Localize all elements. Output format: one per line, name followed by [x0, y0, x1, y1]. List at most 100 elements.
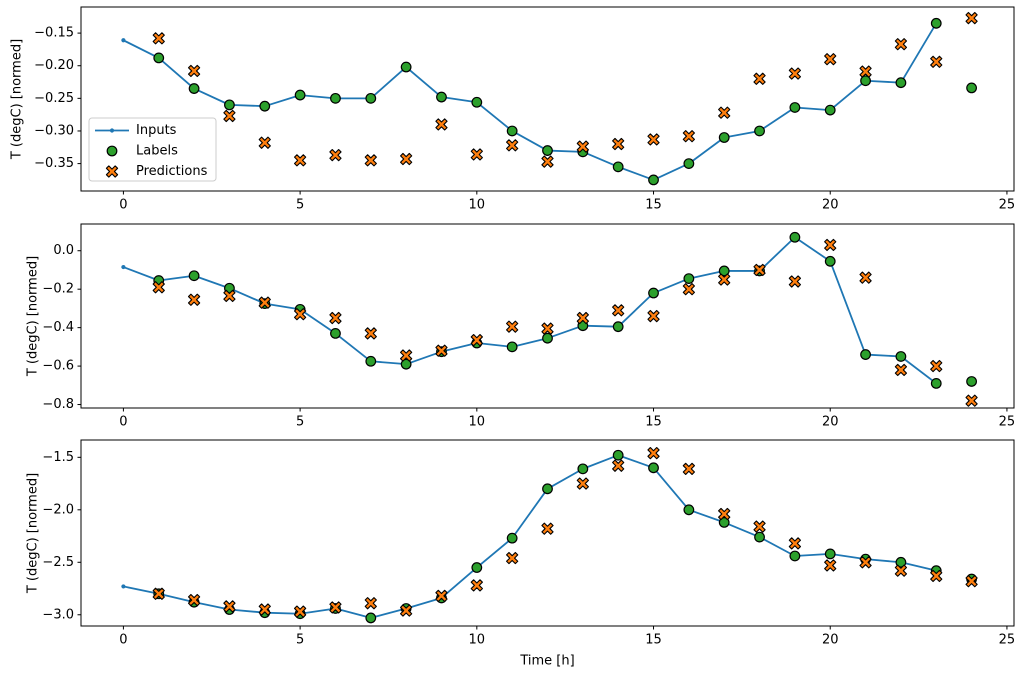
x-tick-label: 5	[296, 197, 304, 212]
label-point-marker	[542, 332, 553, 344]
label-point-marker	[612, 321, 624, 333]
label-point-marker	[471, 96, 483, 108]
x-tick-label: 20	[822, 197, 839, 212]
prediction-point-marker	[470, 333, 483, 347]
label-point-marker	[365, 612, 377, 624]
input-point-marker	[121, 584, 126, 589]
prediction-point-marker	[718, 507, 731, 521]
label-point-marker	[718, 265, 730, 277]
label-point-marker	[648, 462, 659, 474]
label-point-marker	[754, 531, 765, 543]
x-axis-label: Time [h]	[519, 654, 574, 669]
prediction-point-marker	[506, 320, 519, 333]
prediction-point-marker	[894, 564, 908, 577]
prediction-point-marker	[612, 137, 625, 151]
x-tick-label: 20	[822, 632, 839, 647]
legend-entry-label: Predictions	[136, 164, 208, 179]
prediction-point-marker	[435, 344, 448, 357]
subplot-2: 0 5 10 15 20 25 0.0 −0.2 −0.4 −0.6 −0.8 T (degC) [n…	[26, 223, 1016, 429]
label-point-marker	[648, 174, 659, 186]
prediction-point-marker	[470, 148, 483, 161]
x-tick-label: 5	[296, 414, 304, 429]
prediction-point-marker	[965, 394, 978, 407]
y-axis-label: T (degC) [normed]	[10, 39, 25, 160]
y-axis-label: T (degC) [normed]	[26, 256, 41, 377]
prediction-point-marker	[859, 556, 872, 569]
label-point-marker	[188, 83, 200, 94]
prediction-point-marker	[930, 55, 943, 68]
input-point-marker	[121, 264, 126, 270]
prediction-point-marker	[682, 462, 695, 476]
x-tick-label: 15	[645, 197, 662, 212]
x-tick-label: 10	[469, 414, 486, 429]
prediction-point-marker	[612, 304, 625, 317]
legend-entry-inputs: Inputs	[95, 123, 177, 138]
label-point-marker	[153, 52, 165, 64]
y-tick-label: −0.30	[34, 123, 74, 138]
labels-scatter-series	[153, 17, 977, 186]
predictions-scatter-series	[152, 446, 978, 618]
y-tick-label: −2.5	[42, 555, 74, 570]
prediction-point-marker	[576, 311, 589, 325]
label-point-marker	[930, 17, 942, 29]
label-point-marker	[400, 358, 412, 370]
y-tick-label: −0.4	[42, 320, 74, 335]
label-point-marker	[436, 91, 447, 103]
prediction-point-marker	[612, 459, 625, 472]
prediction-point-marker	[930, 359, 943, 373]
legend-entry-predictions: Predictions	[105, 164, 208, 179]
inputs-line	[123, 22, 938, 181]
label-point-marker	[895, 556, 907, 568]
prediction-point-marker	[364, 154, 377, 167]
prediction-point-marker	[223, 600, 236, 613]
y-tick-label: −2.0	[42, 502, 74, 517]
label-point-marker	[789, 231, 801, 243]
prediction-point-marker	[258, 296, 271, 309]
prediction-point-marker	[824, 559, 837, 572]
prediction-point-marker	[788, 275, 802, 288]
legend-circle-sample	[106, 145, 118, 157]
label-point-marker	[683, 158, 695, 169]
label-point-marker	[966, 376, 977, 387]
prediction-point-marker	[364, 327, 377, 340]
label-point-marker	[718, 132, 730, 143]
prediction-point-marker	[187, 293, 201, 306]
y-tick-label: −0.20	[34, 58, 74, 73]
prediction-point-marker	[647, 309, 660, 323]
y-tick-label: −0.2	[42, 282, 74, 297]
prediction-point-marker	[788, 67, 802, 80]
label-point-marker	[789, 550, 801, 562]
y-tick-label: −0.8	[42, 397, 74, 412]
predictions-scatter-series	[152, 11, 978, 168]
label-point-marker	[718, 516, 730, 528]
label-point-marker	[930, 377, 942, 389]
prediction-point-marker	[965, 11, 978, 25]
prediction-point-marker	[647, 133, 660, 146]
prediction-point-marker	[788, 537, 802, 550]
label-point-marker	[612, 449, 624, 461]
x-tick-label: 5	[296, 632, 304, 647]
prediction-point-marker	[859, 271, 872, 284]
label-point-marker	[506, 532, 518, 544]
x-tick-label: 25	[999, 414, 1016, 429]
x-tick-label: 20	[822, 414, 839, 429]
legend-entry-label: Inputs	[136, 123, 177, 138]
y-tick-label: −0.25	[34, 91, 74, 106]
prediction-point-marker	[258, 136, 271, 149]
input-point-marker	[121, 38, 126, 43]
prediction-point-marker	[329, 601, 342, 614]
legend-x-sample	[105, 165, 119, 178]
prediction-point-marker	[435, 589, 448, 603]
prediction-point-marker	[576, 140, 589, 153]
prediction-point-marker	[329, 148, 342, 162]
prediction-point-marker	[223, 289, 236, 303]
label-point-marker	[188, 270, 200, 282]
y-tick-label: −0.15	[34, 26, 74, 41]
prediction-point-marker	[965, 575, 978, 588]
label-point-marker	[648, 287, 659, 299]
x-tick-label: 25	[999, 197, 1016, 212]
prediction-point-marker	[400, 604, 413, 617]
label-point-marker	[400, 61, 412, 73]
